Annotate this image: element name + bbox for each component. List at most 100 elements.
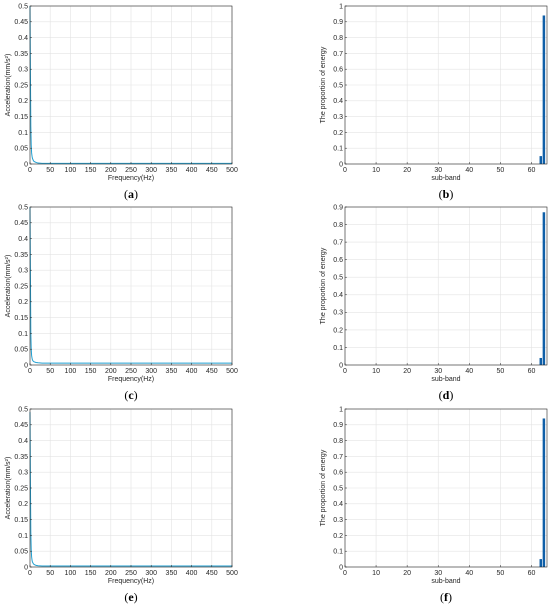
caption-letter: a bbox=[128, 187, 134, 201]
panel-caption: (e) bbox=[124, 590, 137, 604]
x-tick-label: 150 bbox=[85, 570, 97, 577]
y-tick-label: 0.1 bbox=[18, 130, 28, 137]
x-tick-label: 50 bbox=[46, 167, 54, 174]
y-tick-label: 0.1 bbox=[18, 533, 28, 540]
caption-close: ) bbox=[449, 388, 453, 402]
y-tick-label: 0.3 bbox=[333, 114, 343, 121]
x-tick-label: 150 bbox=[85, 167, 97, 174]
series-line bbox=[29, 5, 232, 164]
x-tick-label: 20 bbox=[403, 368, 411, 375]
y-axis-label: The proportion of energy bbox=[320, 449, 327, 526]
y-tick-label: 0.3 bbox=[18, 470, 28, 477]
y-tick-label: 0.35 bbox=[14, 51, 28, 58]
y-tick-label: 0.05 bbox=[14, 146, 28, 153]
x-tick-label: 250 bbox=[125, 368, 137, 375]
y-tick-label: 0.4 bbox=[18, 438, 28, 445]
y-tick-label: 0.2 bbox=[18, 299, 28, 306]
x-tick-label: 500 bbox=[226, 368, 238, 375]
panel-a: 0 50 100 150 200 250 300 350 400 450 500 0 0.05 0.1 0.… bbox=[5, 3, 238, 201]
y-tick-label: 0.9 bbox=[333, 422, 343, 429]
x-axis-label: Frequency(Hz) bbox=[108, 578, 154, 585]
y-tick-label: 0.4 bbox=[333, 292, 343, 299]
x-tick-label: 400 bbox=[186, 167, 198, 174]
x-tick-label: 60 bbox=[528, 570, 536, 577]
y-tick-label: 0.45 bbox=[14, 19, 28, 26]
caption-close: ) bbox=[448, 590, 452, 604]
x-tick-label: 200 bbox=[105, 570, 117, 577]
y-tick-label: 0.4 bbox=[18, 236, 28, 243]
y-tick-label: 0.5 bbox=[18, 406, 28, 413]
caption-letter: c bbox=[128, 388, 134, 402]
y-tick-label: 0.9 bbox=[333, 19, 343, 26]
x-tick-label: 0 bbox=[343, 167, 347, 174]
x-tick-label: 40 bbox=[465, 368, 473, 375]
x-tick-label: 60 bbox=[528, 368, 536, 375]
y-tick-label: 0.2 bbox=[18, 501, 28, 508]
panel-caption: (a) bbox=[124, 187, 138, 201]
x-tick-label: 30 bbox=[434, 368, 442, 375]
x-tick-label: 0 bbox=[28, 167, 32, 174]
y-tick-label: 0.4 bbox=[18, 35, 28, 42]
y-tick-label: 0.05 bbox=[14, 347, 28, 354]
x-tick-label: 350 bbox=[166, 167, 178, 174]
y-tick-label: 0.1 bbox=[333, 549, 343, 556]
x-tick-label: 10 bbox=[372, 167, 380, 174]
y-tick-label: 0.1 bbox=[333, 146, 343, 153]
y-tick-label: 0.25 bbox=[14, 283, 28, 290]
x-tick-label: 350 bbox=[166, 570, 178, 577]
y-tick-label: 0 bbox=[339, 362, 343, 369]
x-tick-label: 30 bbox=[434, 167, 442, 174]
series-line bbox=[29, 206, 232, 364]
y-tick-label: 0.7 bbox=[333, 454, 343, 461]
y-tick-label: 0.3 bbox=[18, 268, 28, 275]
x-tick-label: 100 bbox=[65, 570, 77, 577]
panel-f: 0 10 20 30 40 50 60 0 0.1 0.2 0.3 0.4 0.5 0.6 0.7 0.8 0.… bbox=[320, 406, 548, 604]
x-tick-label: 500 bbox=[226, 167, 238, 174]
x-tick-label: 20 bbox=[403, 570, 411, 577]
caption-letter: d bbox=[443, 388, 450, 402]
panel-c: 0 50 100 150 200 250 300 350 400 450 500 0 0.05 0.1 0.… bbox=[5, 204, 238, 402]
x-tick-label: 50 bbox=[46, 570, 54, 577]
x-axis-label: sub-band bbox=[431, 376, 460, 383]
plot-area bbox=[345, 207, 547, 365]
y-tick-label: 0.7 bbox=[333, 51, 343, 58]
y-tick-label: 0.2 bbox=[333, 130, 343, 137]
y-tick-label: 0.15 bbox=[14, 517, 28, 524]
x-tick-label: 500 bbox=[226, 570, 238, 577]
x-tick-label: 20 bbox=[403, 167, 411, 174]
y-tick-label: 0.5 bbox=[333, 485, 343, 492]
panel-b: 0 10 20 30 40 50 60 0 0.1 0.2 0.3 0.4 0.5 0.6 0.7 0.8 0.… bbox=[320, 3, 548, 201]
x-tick-label: 300 bbox=[145, 167, 157, 174]
x-axis-label: Frequency(Hz) bbox=[108, 376, 154, 383]
y-tick-label: 0.15 bbox=[14, 114, 28, 121]
caption-open: ( bbox=[124, 187, 128, 201]
y-tick-label: 0.5 bbox=[333, 82, 343, 89]
y-tick-label: 0 bbox=[24, 161, 28, 168]
y-tick-label: 0.3 bbox=[333, 517, 343, 524]
y-tick-label: 0.3 bbox=[18, 67, 28, 74]
x-tick-label: 100 bbox=[65, 368, 77, 375]
y-tick-label: 0.05 bbox=[14, 549, 28, 556]
x-tick-label: 400 bbox=[186, 368, 198, 375]
panel-caption: (d) bbox=[439, 388, 454, 402]
bar-subband-64 bbox=[542, 15, 546, 165]
y-axis-label: Acceleration(mm/s²) bbox=[5, 54, 12, 117]
x-axis-label: Frequency(Hz) bbox=[108, 175, 154, 182]
x-tick-label: 200 bbox=[105, 167, 117, 174]
bar-subband-64 bbox=[542, 212, 546, 365]
panel-d: 0 10 20 30 40 50 60 0 0.1 0.2 0.3 0.4 0.5 0.6 0.7 0.8 0.… bbox=[320, 204, 548, 402]
panel-caption: (c) bbox=[124, 388, 137, 402]
series-line bbox=[29, 412, 232, 567]
x-tick-label: 250 bbox=[125, 167, 137, 174]
x-tick-label: 60 bbox=[528, 167, 536, 174]
y-tick-label: 0.4 bbox=[333, 501, 343, 508]
x-tick-label: 400 bbox=[186, 570, 198, 577]
y-tick-label: 0.5 bbox=[333, 275, 343, 282]
bar-subband-64 bbox=[542, 418, 546, 567]
y-tick-label: 0.15 bbox=[14, 315, 28, 322]
x-tick-label: 10 bbox=[372, 570, 380, 577]
caption-letter: b bbox=[443, 187, 450, 201]
y-tick-label: 0.8 bbox=[333, 35, 343, 42]
caption-close: ) bbox=[134, 388, 138, 402]
y-tick-label: 0.35 bbox=[14, 454, 28, 461]
